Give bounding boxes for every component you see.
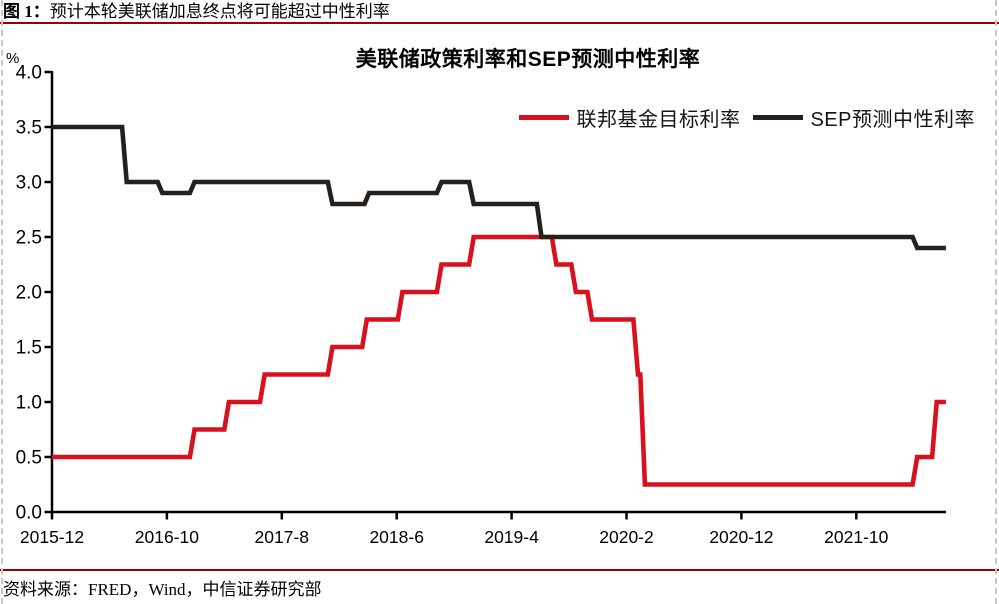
y-tick-label: 1.0 — [16, 393, 42, 414]
legend: 联邦基金目标利率 SEP预测中性利率 — [519, 103, 975, 132]
y-tick-label: 0.0 — [16, 503, 42, 524]
y-tick-label: 1.5 — [16, 338, 42, 359]
source-note: 资料来源：FRED，Wind，中信证券研究部 — [3, 580, 322, 599]
x-tick-label: 2016-10 — [135, 527, 199, 547]
figure-caption-text: 预计本轮美联储加息终点将可能超过中性利率 — [49, 2, 390, 21]
sep-neutral-line-swatch-icon — [753, 115, 804, 120]
left-edge-dash — [1, 0, 3, 604]
legend-item-sep-neutral: SEP预测中性利率 — [753, 103, 975, 132]
legend-label-sep-neutral: SEP预测中性利率 — [810, 109, 975, 131]
x-tick-label: 2017-8 — [255, 527, 310, 547]
x-tick-label: 2020-12 — [709, 527, 773, 547]
series-fed-funds-target-rate — [52, 234, 946, 487]
figure-caption: 图 1：预计本轮美联储加息终点将可能超过中性利率 — [3, 1, 390, 22]
figure-number: 图 1： — [3, 2, 50, 21]
legend-label-fed-funds: 联邦基金目标利率 — [576, 109, 741, 131]
y-tick-label: 0.5 — [16, 448, 42, 469]
footer-rule — [0, 569, 999, 571]
y-tick-label: 3.5 — [16, 118, 42, 139]
y-tick-label: 2.0 — [16, 283, 42, 304]
y-tick-label: 2.5 — [16, 228, 42, 249]
x-tick-label: 2018-6 — [369, 527, 424, 547]
right-edge-dash — [995, 0, 997, 604]
y-axis-unit-label: % — [6, 50, 20, 67]
fed-funds-line-swatch-icon — [519, 115, 570, 120]
x-tick-label: 2020-2 — [599, 527, 654, 547]
legend-item-fed-funds: 联邦基金目标利率 — [519, 103, 740, 132]
chart-title: 美联储政策利率和SEP预测中性利率 — [355, 48, 701, 71]
y-tick-label: 4.0 — [16, 63, 42, 84]
y-tick-label: 3.0 — [16, 173, 42, 194]
x-tick-label: 2019-4 — [484, 527, 539, 547]
x-tick-label: 2015-12 — [20, 527, 84, 547]
x-tick-label: 2021-10 — [824, 527, 888, 547]
series-sep-neutral-rate — [52, 124, 946, 251]
header-rule — [0, 22, 999, 24]
